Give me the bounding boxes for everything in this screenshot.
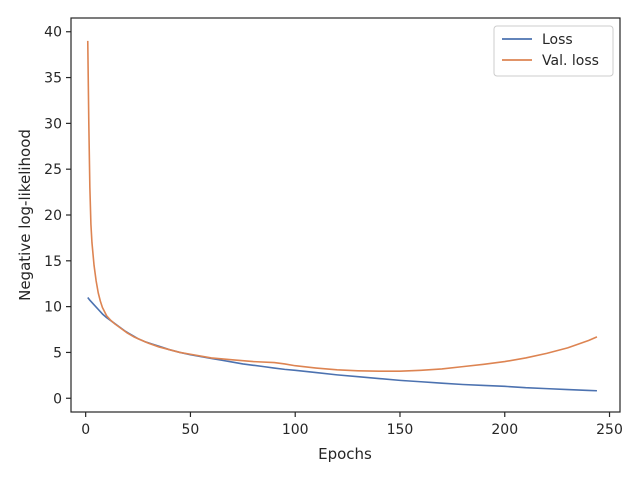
y-tick-label: 40 [44, 25, 62, 41]
y-tick-label: 5 [53, 345, 62, 361]
y-tick-label: 0 [53, 391, 62, 407]
ticks-group: 0 50 100 150 200 250 0 5 10 15 20 25 30 35 40 [44, 25, 623, 438]
x-tick-label: 250 [596, 422, 623, 438]
legend: Loss Val. loss [493, 25, 614, 77]
x-axis-title: Epochs [318, 445, 372, 463]
series-line-val-loss [86, 40, 598, 373]
legend-label-val-loss: Val. loss [542, 53, 599, 69]
x-tick-label: 50 [182, 422, 200, 438]
y-tick-label: 10 [44, 300, 62, 316]
y-tick-label: 15 [44, 254, 62, 270]
plot-area [70, 17, 621, 413]
x-tick-label: 0 [81, 422, 90, 438]
legend-label-loss: Loss [542, 32, 573, 48]
series-layer [86, 40, 598, 392]
y-tick-label: 25 [44, 162, 62, 178]
y-tick-label: 30 [44, 116, 62, 132]
x-tick-label: 150 [387, 422, 414, 438]
x-tick-label: 100 [282, 422, 309, 438]
y-tick-label: 35 [44, 71, 62, 87]
y-axis-title: Negative log-likelihood [16, 129, 34, 301]
y-tick-label: 20 [44, 208, 62, 224]
x-tick-label: 200 [491, 422, 518, 438]
